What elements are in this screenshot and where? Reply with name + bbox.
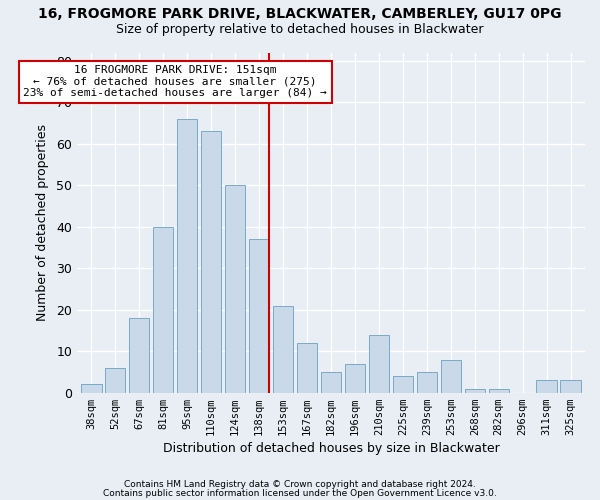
Bar xyxy=(177,119,197,392)
Text: 16 FROGMORE PARK DRIVE: 151sqm
← 76% of detached houses are smaller (275)
23% of: 16 FROGMORE PARK DRIVE: 151sqm ← 76% of … xyxy=(23,65,327,98)
Bar xyxy=(560,380,581,392)
Bar xyxy=(345,364,365,392)
Bar xyxy=(369,334,389,392)
Bar xyxy=(416,372,437,392)
Text: Contains HM Land Registry data © Crown copyright and database right 2024.: Contains HM Land Registry data © Crown c… xyxy=(124,480,476,489)
Bar xyxy=(105,368,125,392)
Bar xyxy=(297,343,317,392)
Text: Size of property relative to detached houses in Blackwater: Size of property relative to detached ho… xyxy=(116,22,484,36)
Bar xyxy=(440,360,461,392)
Text: Contains public sector information licensed under the Open Government Licence v3: Contains public sector information licen… xyxy=(103,488,497,498)
Bar xyxy=(321,372,341,392)
Bar xyxy=(81,384,101,392)
Bar xyxy=(536,380,557,392)
Bar xyxy=(392,376,413,392)
Bar xyxy=(201,132,221,392)
Bar xyxy=(129,318,149,392)
Bar xyxy=(225,186,245,392)
Bar xyxy=(488,388,509,392)
Y-axis label: Number of detached properties: Number of detached properties xyxy=(36,124,49,321)
Bar xyxy=(464,388,485,392)
Bar xyxy=(273,306,293,392)
X-axis label: Distribution of detached houses by size in Blackwater: Distribution of detached houses by size … xyxy=(163,442,499,455)
Text: 16, FROGMORE PARK DRIVE, BLACKWATER, CAMBERLEY, GU17 0PG: 16, FROGMORE PARK DRIVE, BLACKWATER, CAM… xyxy=(38,8,562,22)
Bar xyxy=(153,226,173,392)
Bar xyxy=(249,239,269,392)
